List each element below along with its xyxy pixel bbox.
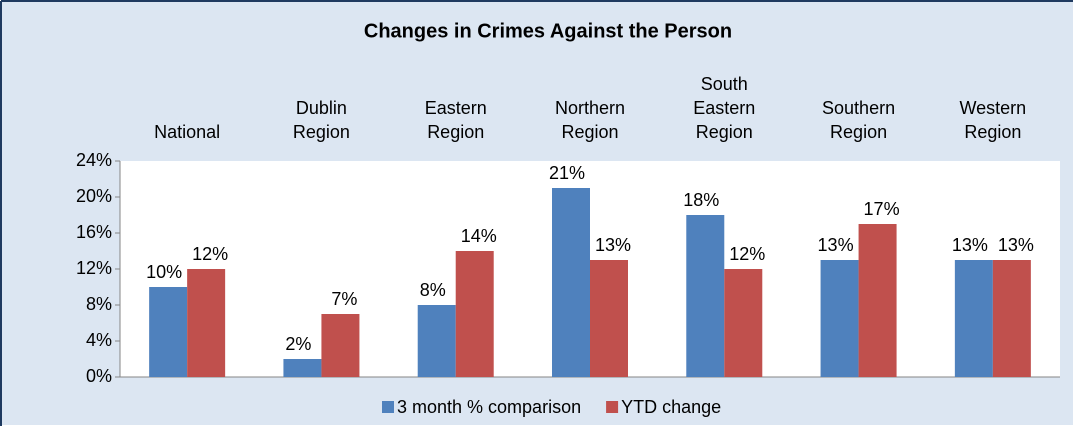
chart-title: Changes in Crimes Against the Person [364,20,732,42]
legend-label: YTD change [621,397,721,417]
y-tick-label: 8% [86,294,112,314]
bar [724,269,763,377]
data-label: 18% [683,190,719,210]
category-label: Eastern Region [425,98,487,142]
bar [820,260,859,377]
data-label: 13% [952,235,988,255]
category-label: Southern Region [822,98,895,142]
category-label: South Eastern Region [693,74,755,142]
data-label: 10% [146,262,182,282]
bar [283,359,322,377]
legend-label: 3 month % comparison [397,397,581,417]
data-label: 13% [818,235,854,255]
bar [321,314,360,377]
data-label: 2% [285,334,311,354]
bar [858,224,897,377]
data-label: 7% [331,289,357,309]
data-label: 13% [998,235,1034,255]
bar [455,251,494,377]
bar [552,188,590,377]
y-tick-label: 24% [76,150,112,170]
y-tick-label: 20% [76,186,112,206]
y-tick-label: 0% [86,366,112,386]
bar [149,287,188,377]
data-label: 14% [461,226,497,246]
data-label: 12% [192,244,228,264]
bar [590,260,628,377]
legend-swatch [382,401,394,413]
category-label: Northern Region [555,98,625,142]
bar [187,269,226,377]
category-label: National [154,122,220,142]
bar [686,215,725,377]
bar [954,260,993,377]
data-label: 17% [864,199,900,219]
category-label: Dublin Region [293,98,350,142]
legend-swatch [606,401,619,413]
y-tick-label: 12% [76,258,112,278]
bar [992,260,1031,377]
data-label: 21% [549,163,585,183]
bar [417,305,456,377]
data-label: 13% [595,235,631,255]
data-label: 12% [729,244,765,264]
y-tick-label: 4% [86,330,112,350]
data-label: 8% [420,280,446,300]
category-label: Western Region [960,98,1027,142]
y-tick-label: 16% [76,222,112,242]
